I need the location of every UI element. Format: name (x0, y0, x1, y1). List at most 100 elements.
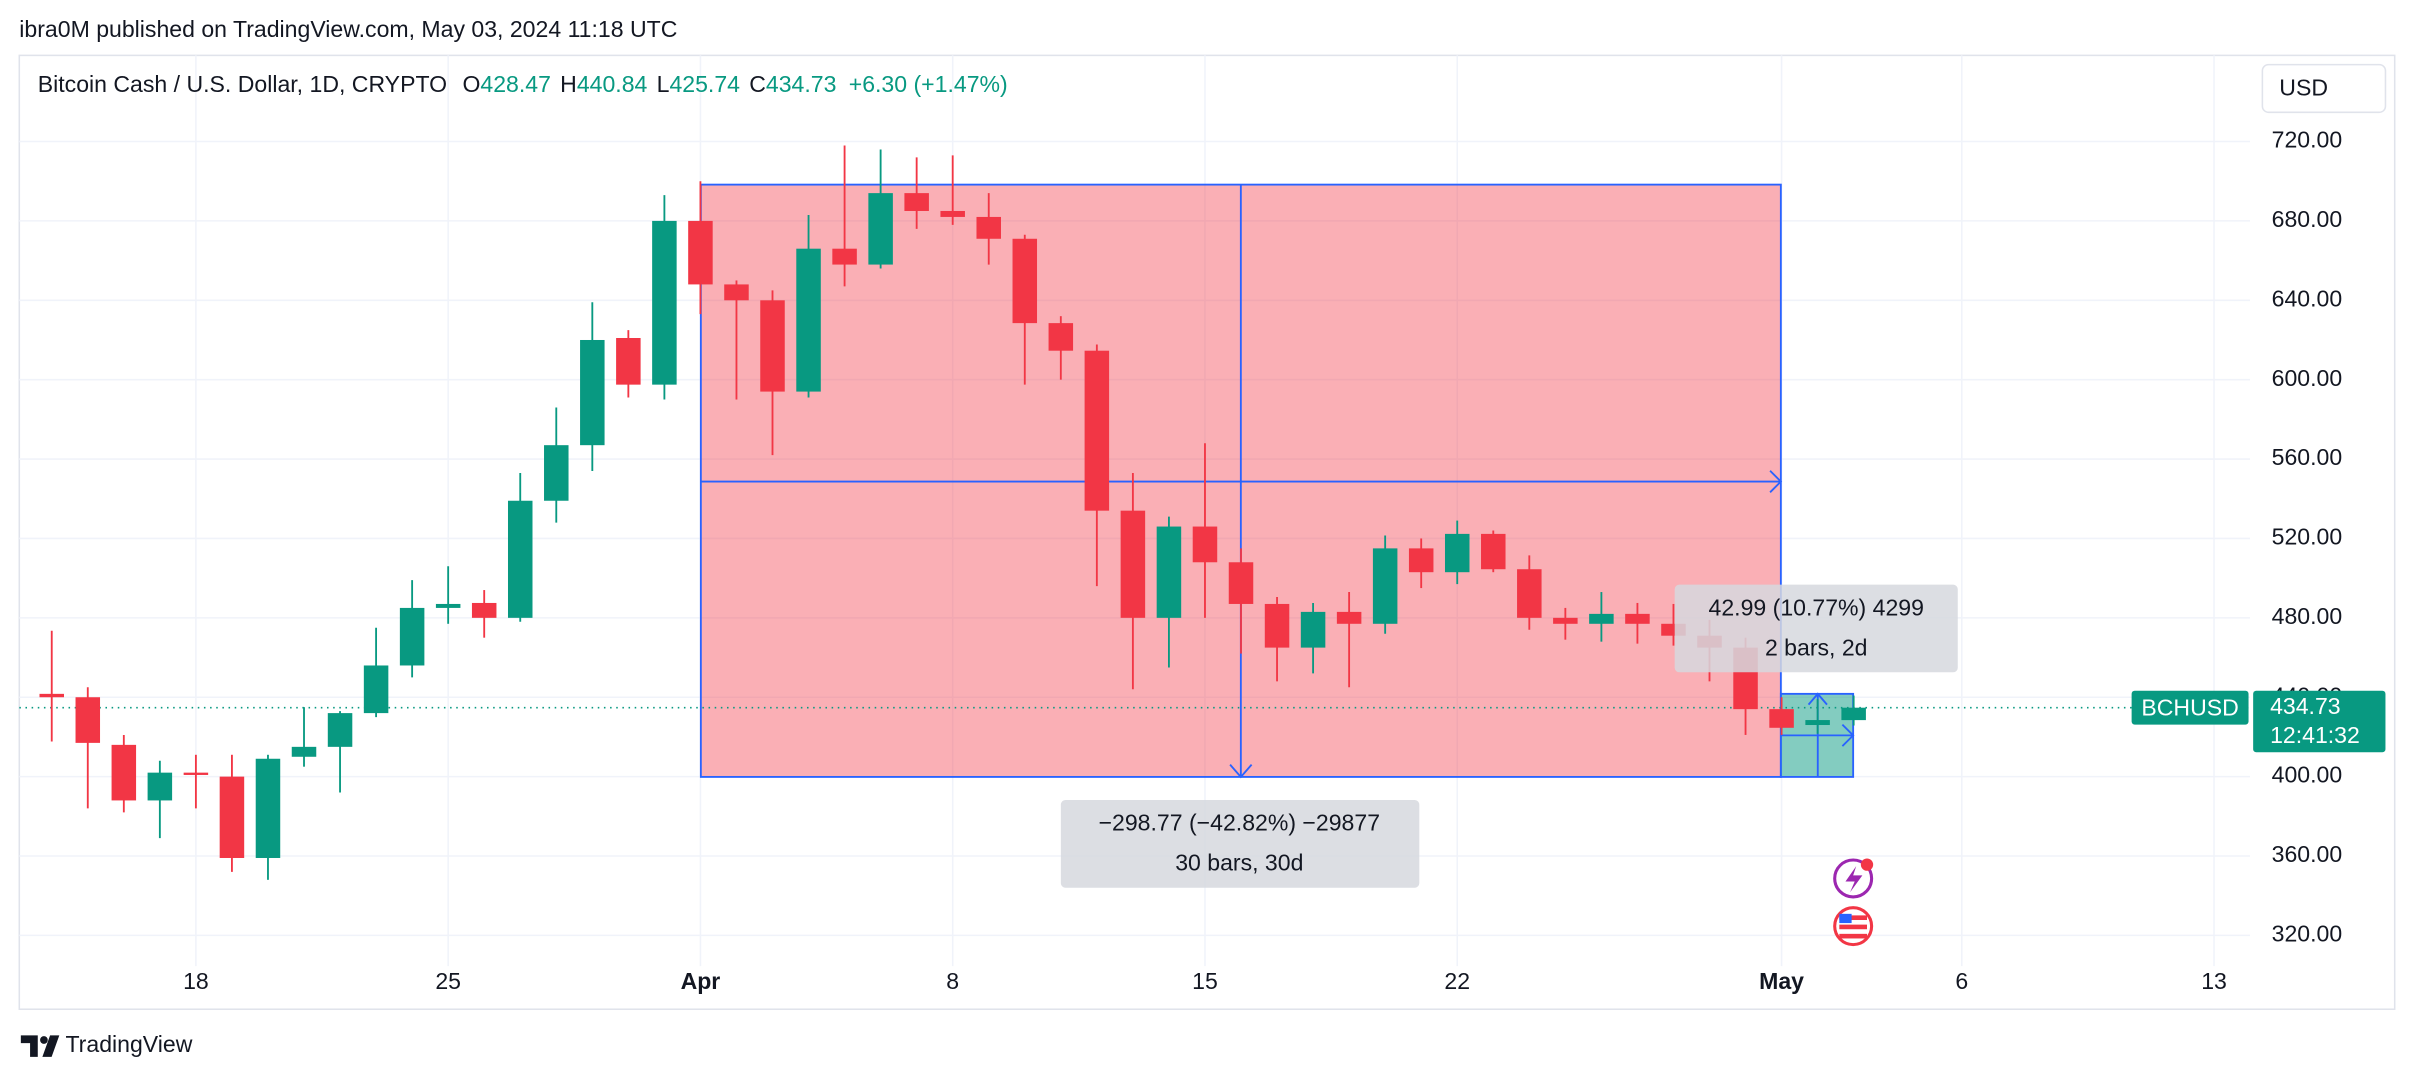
candle-body (1625, 613, 1650, 624)
countdown: 12:41:32 (2270, 722, 2360, 748)
candle-body (1372, 548, 1398, 624)
axes: 320.00360.00400.00440.00480.00520.00560.… (183, 127, 2342, 995)
currency-button-label: USD (2279, 74, 2328, 100)
candle-body (652, 220, 677, 385)
x-tick-label: 6 (1955, 968, 1968, 994)
symbol-tag-label: BCHUSD (2141, 694, 2238, 720)
candle-body (1264, 603, 1290, 648)
x-tick-label: 18 (183, 968, 209, 994)
logo-text: TradingView (65, 1031, 192, 1057)
flag-stripe (1839, 915, 1867, 920)
ohlc-value: 428.47 (480, 71, 551, 97)
candle-body (399, 607, 425, 666)
x-tick-label: 22 (1444, 968, 1470, 994)
candle-body (1336, 611, 1362, 624)
ohlc-value: 434.73 (766, 71, 837, 97)
ohlc-label: C (749, 71, 766, 97)
candle-body (904, 193, 929, 211)
chart-title: Bitcoin Cash / U.S. Dollar, 1D, CRYPTO (38, 71, 447, 97)
candle-body (1444, 533, 1470, 573)
ohlc-value: 425.74 (669, 71, 740, 97)
candle-body (327, 713, 353, 747)
y-tick-label: 560.00 (2272, 444, 2343, 470)
candle-body (1120, 510, 1146, 618)
currency-button[interactable] (2261, 63, 2387, 114)
measure-arrow (1229, 470, 1783, 779)
x-tick-label: 13 (2201, 968, 2227, 994)
event-icons (1833, 858, 1874, 947)
candle-body (976, 216, 1001, 239)
y-tick-label: 640.00 (2272, 285, 2343, 311)
x-tick-label: 8 (946, 968, 959, 994)
candle-body (1192, 526, 1218, 563)
x-tick-label: May (1759, 968, 1804, 994)
candle-body (580, 339, 605, 446)
candle-body (471, 602, 497, 618)
label-box (1674, 584, 1958, 673)
candle-body (724, 284, 749, 301)
logo: TradingView (20, 1031, 193, 1057)
y-tick-label: 320.00 (2272, 920, 2343, 946)
candle-body (147, 772, 173, 801)
change: +6.30 (+1.47%) (849, 71, 1008, 97)
candle-body (1228, 562, 1254, 604)
x-tick-label: Apr (681, 968, 721, 994)
y-tick-label: 360.00 (2272, 841, 2343, 867)
label-box (1060, 800, 1420, 888)
measure-label: 2 bars, 2d (1765, 634, 1868, 660)
candle-body (1156, 526, 1182, 618)
candle-body (435, 603, 461, 608)
ohlc-label: O (462, 71, 480, 97)
chart-frame (18, 54, 2396, 1011)
candle-body (1805, 720, 1830, 726)
candle-body (688, 220, 713, 285)
measure-label: 30 bars, 30d (1175, 850, 1303, 876)
bolt (1845, 866, 1863, 893)
price-tag-label: 434.73 (2270, 693, 2341, 719)
candle-body (1012, 238, 1038, 324)
candle-body (1408, 548, 1434, 573)
flag-stripe (1839, 933, 1867, 939)
candle-body (1769, 709, 1794, 728)
price-axis (2250, 56, 2394, 965)
candle-body (1481, 533, 1506, 570)
candle-body (291, 746, 317, 757)
candle-body (940, 210, 965, 217)
y-tick-label: 680.00 (2272, 206, 2343, 232)
x-tick-label: 15 (1192, 968, 1218, 994)
y-tick-label: 520.00 (2272, 524, 2343, 550)
flag-stripe (1839, 924, 1867, 930)
candle-body (183, 772, 209, 775)
candle-body (1589, 613, 1614, 624)
candle-body (1084, 350, 1110, 511)
candle-body (1661, 623, 1686, 636)
measure-labels: −298.77 (−42.82%) −29877 30 bars, 30d 42… (1060, 584, 1958, 888)
candle-body (1553, 617, 1578, 624)
candle-body (111, 744, 137, 801)
candle-body (255, 758, 281, 858)
chart-header: Bitcoin Cash / U.S. Dollar, 1D, CRYPTO O4… (38, 71, 1008, 97)
measure-arrow (1807, 692, 1855, 747)
ohlc-label: L (657, 71, 670, 97)
measure-label: −298.77 (−42.82%) −29877 (1099, 810, 1380, 836)
candle-body (760, 300, 785, 392)
price-tag (2253, 690, 2386, 753)
y-tick-label: 600.00 (2272, 365, 2343, 391)
candle-body (796, 248, 821, 392)
y-tick-label: 720.00 (2272, 127, 2343, 153)
candle-body (507, 500, 533, 618)
flag-canton (1839, 913, 1852, 924)
logo-dot (40, 1036, 48, 1044)
y-tick-label: 400.00 (2272, 762, 2343, 788)
logo-mark (20, 1035, 60, 1057)
candle-body (39, 693, 64, 698)
x-tick-label: 25 (435, 968, 461, 994)
candle-body (616, 338, 641, 385)
candle-body (75, 697, 101, 743)
y-tick-label: 480.00 (2272, 603, 2343, 629)
candle-body (1300, 611, 1326, 648)
candle-body (1048, 323, 1074, 351)
candle-body (1517, 569, 1542, 618)
